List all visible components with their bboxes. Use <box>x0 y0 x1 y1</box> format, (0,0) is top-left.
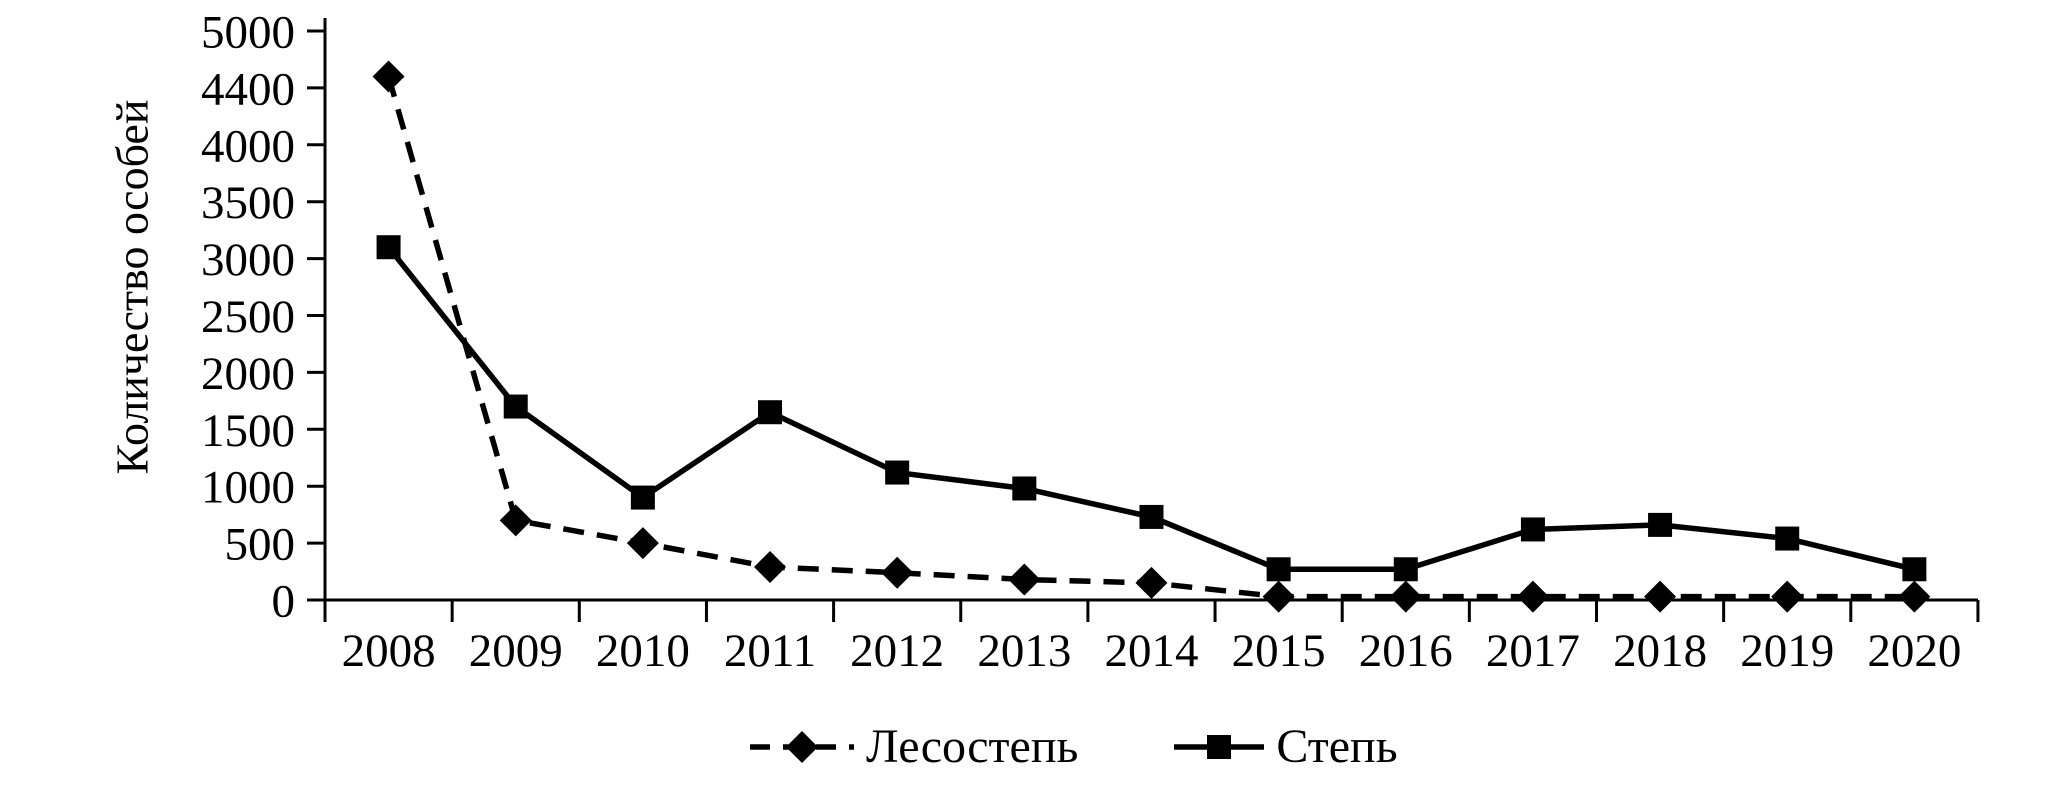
square-marker-icon <box>376 235 401 260</box>
square-marker-icon <box>1775 526 1800 551</box>
legend-item-step: Степь <box>1174 720 1398 773</box>
square-marker-icon <box>1902 557 1927 582</box>
x-tick-label: 2017 <box>1486 625 1580 677</box>
y-tick-label: 500 <box>225 519 296 571</box>
diamond-marker-icon <box>1771 580 1804 613</box>
x-tick-label: 2014 <box>1104 625 1198 677</box>
legend-label-step: Степь <box>1276 720 1398 773</box>
y-tick-label: 0 <box>272 575 296 627</box>
series-markers-step <box>376 235 1927 582</box>
legend-sample-solid-line <box>1174 735 1265 759</box>
x-tick-label: 2008 <box>342 625 436 677</box>
y-tick-label: 2000 <box>201 348 295 400</box>
diamond-marker-icon <box>1135 566 1168 599</box>
y-tick-label: 4000 <box>201 120 295 172</box>
series-markers-lesostep <box>372 60 1931 613</box>
square-marker-icon <box>630 485 655 510</box>
square-marker-icon <box>1207 735 1232 759</box>
axes <box>307 18 1978 618</box>
square-marker-icon <box>1520 517 1545 542</box>
diamond-marker-icon <box>1262 580 1295 613</box>
diamond-marker-icon <box>1898 580 1931 613</box>
diamond-marker-icon <box>786 731 818 763</box>
x-tick-label: 2016 <box>1359 625 1453 677</box>
square-marker-icon <box>1139 504 1164 529</box>
x-tick-label: 2020 <box>1867 625 1961 677</box>
legend-item-lesostep: Лесостепь <box>750 723 1078 771</box>
x-tick-label: 2011 <box>724 625 816 677</box>
diamond-marker-icon <box>1516 580 1549 613</box>
legend-label-lesostep: Лесостепь <box>866 720 1079 773</box>
x-tick-label: 2012 <box>850 625 944 677</box>
y-tick-label: 5000 <box>201 6 295 58</box>
x-tick-label: 2019 <box>1740 625 1834 677</box>
x-tick-label: 2013 <box>977 625 1071 677</box>
diamond-marker-icon <box>626 527 659 560</box>
x-tick-label: 2009 <box>469 625 563 677</box>
legend-sample-dashed-line <box>750 731 854 763</box>
square-marker-icon <box>503 394 528 419</box>
y-tick-label: 2500 <box>201 291 295 343</box>
square-marker-icon <box>1266 557 1291 582</box>
y-tick-label: 3000 <box>201 234 295 286</box>
x-axis-ticks: 2008 2009 2010 2011 2012 2013 2014 2015 2016 2017… <box>323 600 1980 677</box>
square-marker-icon <box>758 400 783 425</box>
legend: Лесостепь Степь <box>750 714 1398 780</box>
diamond-marker-icon <box>881 556 914 589</box>
diamond-marker-icon <box>499 504 532 537</box>
diamond-marker-icon <box>1644 580 1677 613</box>
square-marker-icon <box>885 460 910 485</box>
square-marker-icon <box>1393 557 1418 582</box>
x-tick-label: 2015 <box>1232 625 1326 677</box>
y-tick-label: 1000 <box>201 462 295 514</box>
diamond-marker-icon <box>1008 563 1041 596</box>
x-tick-label: 2018 <box>1613 625 1707 677</box>
y-tick-label: 4400 <box>201 63 295 115</box>
square-marker-icon <box>1648 512 1673 537</box>
y-tick-label: 3500 <box>201 177 295 229</box>
y-tick-label: 1500 <box>201 405 295 457</box>
y-axis-title-text: Количество особей <box>106 99 158 475</box>
square-marker-icon <box>1012 476 1037 501</box>
x-tick-label: 2010 <box>596 625 690 677</box>
diamond-marker-icon <box>754 550 787 583</box>
diamond-marker-icon <box>372 60 405 93</box>
diamond-marker-icon <box>1389 580 1422 613</box>
